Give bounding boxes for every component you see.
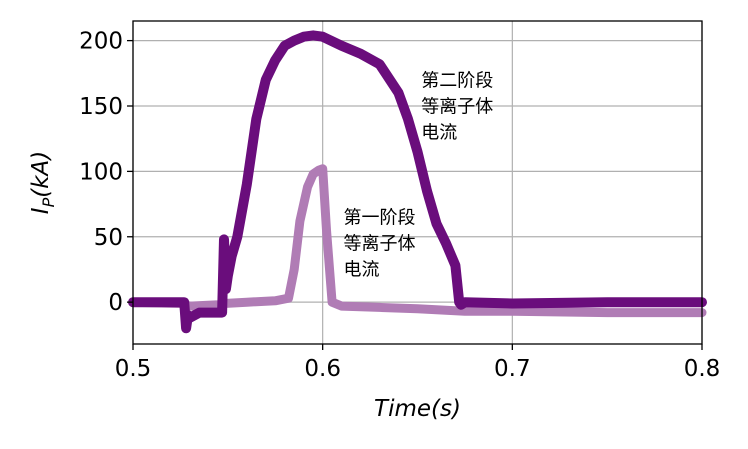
annotation-line: 第二阶段 xyxy=(421,70,493,91)
x-tick-label: 0.8 xyxy=(684,356,721,382)
annotation-text: 第一阶段等离子体电流 xyxy=(344,208,416,281)
x-tick-label: 0.6 xyxy=(304,356,341,382)
x-tick-label: 0.5 xyxy=(115,356,152,382)
y-tick-label: 0 xyxy=(108,290,123,316)
annotation-line: 等离子体 xyxy=(421,96,493,117)
plot-frame xyxy=(132,20,703,345)
y-tick-label: 200 xyxy=(79,29,123,55)
series-line-2 xyxy=(128,30,707,334)
x-tick-label: 0.7 xyxy=(494,356,531,382)
annotation-line: 电流 xyxy=(421,122,457,143)
y-tick-label: 50 xyxy=(94,225,123,251)
y-tick-label: 150 xyxy=(79,94,123,120)
y-tick-label: 100 xyxy=(79,159,123,185)
tick-group: 0.5 0.6 0.7 0.8 0 50 100 150 200 xyxy=(79,29,720,382)
annotation-text: 第二阶段等离子体电流 xyxy=(421,70,493,143)
series-group xyxy=(128,30,707,334)
annotation-line: 第一阶段 xyxy=(344,208,416,229)
annotation-line: 电流 xyxy=(344,260,380,281)
annotation-line: 等离子体 xyxy=(344,234,416,255)
y-axis-label: IP(kA) xyxy=(28,151,58,214)
x-axis-label: Time(s) xyxy=(374,396,461,422)
